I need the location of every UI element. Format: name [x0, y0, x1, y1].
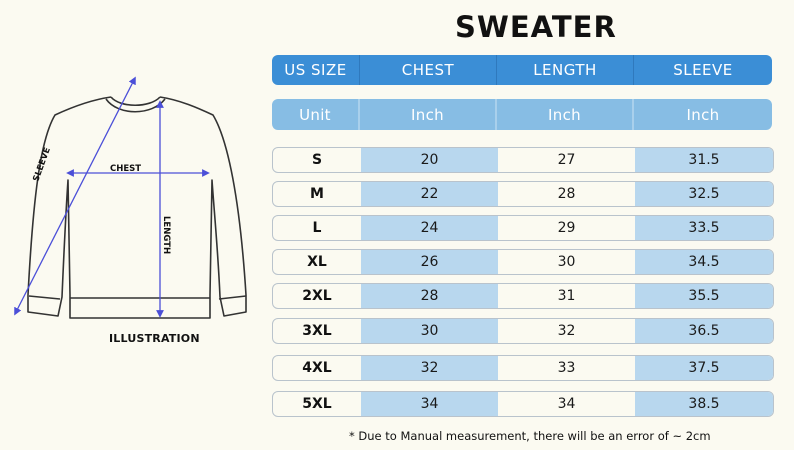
- size-cell: L: [312, 220, 322, 236]
- sleeve-cell: 32.5: [635, 182, 773, 206]
- sleeve-cell: 35.5: [635, 284, 773, 308]
- length-cell: 27: [557, 152, 576, 168]
- length-cell: 31: [557, 288, 576, 304]
- chest-cell: 34: [361, 392, 498, 416]
- illustration-label: ILLUSTRATION: [109, 332, 200, 345]
- sleeve-cell: 36.5: [635, 319, 773, 343]
- sweater-outline: [27, 96, 247, 319]
- unit-chest: Inch: [360, 99, 497, 130]
- length-cell: 32: [557, 323, 576, 339]
- header-sleeve: SLEEVE: [673, 61, 733, 79]
- size-cell: S: [311, 152, 323, 168]
- table-row: S 20 27 31.5: [272, 147, 774, 173]
- table-header: US SIZE CHEST LENGTH SLEEVE: [272, 55, 772, 85]
- length-cell: 28: [557, 186, 576, 202]
- header-chest: CHEST: [360, 55, 497, 85]
- chest-cell: 28: [361, 284, 498, 308]
- table-row: 4XL 32 33 37.5: [272, 355, 774, 381]
- length-cell: 29: [557, 220, 576, 236]
- sleeve-arrow: [14, 76, 136, 316]
- sleeve-cell: 31.5: [635, 148, 773, 172]
- header-length: LENGTH: [497, 55, 634, 85]
- chest-cell: 24: [361, 216, 498, 240]
- size-cell: 5XL: [302, 396, 332, 412]
- chest-cell: 30: [361, 319, 498, 343]
- unit-sleeve: Inch: [686, 105, 720, 124]
- sweater-illustration: CHEST LENGTH SLEEVE: [14, 76, 247, 319]
- table-row: 2XL 28 31 35.5: [272, 283, 774, 309]
- length-cell: 30: [557, 254, 576, 270]
- size-cell: XL: [307, 254, 327, 270]
- table-row: L 24 29 33.5: [272, 215, 774, 241]
- chest-cell: 32: [361, 356, 498, 380]
- length-cell: 34: [557, 396, 576, 412]
- table-row: 5XL 34 34 38.5: [272, 391, 774, 417]
- table-row: 3XL 30 32 36.5: [272, 318, 774, 344]
- size-cell: M: [310, 186, 324, 202]
- unit-label: Unit: [272, 99, 360, 130]
- sleeve-cell: 33.5: [635, 216, 773, 240]
- chest-cell: 22: [361, 182, 498, 206]
- chest-cell: 26: [361, 250, 498, 274]
- table-row: M 22 28 32.5: [272, 181, 774, 207]
- table-row: XL 26 30 34.5: [272, 249, 774, 275]
- size-cell: 4XL: [302, 360, 332, 376]
- size-cell: 3XL: [302, 323, 332, 339]
- header-us-size: US SIZE: [272, 55, 360, 85]
- size-cell: 2XL: [302, 288, 332, 304]
- measurement-note: * Due to Manual measurement, there will …: [349, 429, 711, 443]
- chest-cell: 20: [361, 148, 498, 172]
- sleeve-cell: 38.5: [635, 392, 773, 416]
- unit-length: Inch: [497, 99, 634, 130]
- unit-row: Unit Inch Inch Inch: [272, 99, 772, 130]
- sleeve-label: SLEEVE: [31, 146, 53, 183]
- sleeve-cell: 37.5: [635, 356, 773, 380]
- sleeve-cell: 34.5: [635, 250, 773, 274]
- chest-label: CHEST: [110, 164, 141, 174]
- length-label: LENGTH: [161, 216, 171, 254]
- length-cell: 33: [557, 360, 576, 376]
- page-title: SWEATER: [455, 10, 617, 44]
